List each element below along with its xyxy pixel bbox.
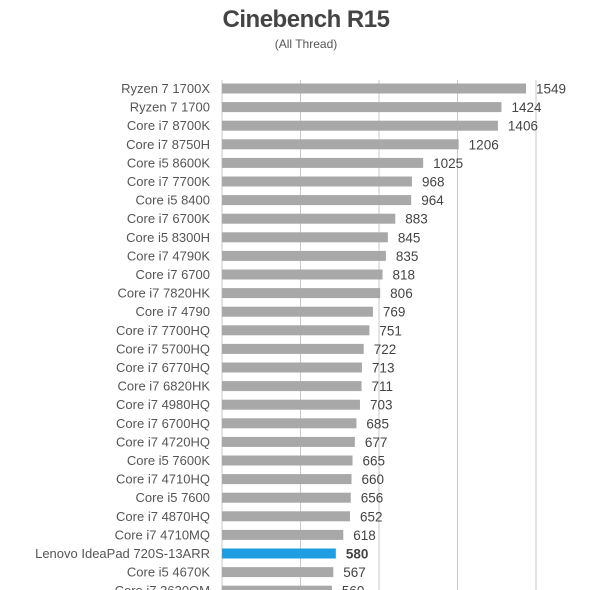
value-label-19: 677: [365, 435, 388, 450]
category-label-9: Core i7 4790K: [127, 248, 210, 263]
value-label-7: 883: [405, 212, 428, 227]
bar-3: [222, 139, 459, 150]
value-label-26: 567: [343, 565, 366, 580]
category-label-15: Core i7 6770HQ: [116, 360, 210, 375]
value-label-1: 1424: [511, 100, 542, 115]
value-label-9: 835: [396, 249, 419, 264]
value-label-4: 1025: [433, 156, 463, 171]
bar-22: [222, 492, 351, 503]
value-label-16: 711: [372, 379, 394, 394]
category-label-14: Core i7 5700HQ: [116, 341, 210, 356]
category-label-23: Core i7 4870HQ: [116, 509, 210, 524]
category-label-4: Core i5 8600K: [127, 155, 210, 170]
value-label-11: 806: [390, 286, 413, 301]
bar-11: [222, 288, 381, 299]
value-label-5: 968: [422, 175, 445, 190]
bar-23: [222, 511, 350, 522]
category-label-24: Core i7 4710MQ: [115, 527, 210, 542]
category-label-0: Ryzen 7 1700X: [121, 81, 210, 96]
bar-6: [222, 195, 412, 206]
value-label-27: 560: [342, 584, 365, 590]
bar-13: [222, 325, 370, 336]
category-label-6: Core i5 8400: [136, 193, 210, 208]
bar-9: [222, 250, 386, 261]
bar-20: [222, 455, 353, 466]
category-label-22: Core i5 7600: [136, 490, 210, 505]
value-label-8: 845: [398, 230, 421, 245]
value-label-24: 618: [353, 528, 376, 543]
value-label-6: 964: [421, 193, 444, 208]
category-label-7: Core i7 6700K: [127, 211, 210, 226]
category-label-21: Core i7 4710HQ: [116, 472, 210, 487]
category-label-11: Core i7 7820HK: [118, 286, 211, 301]
bar-1: [222, 102, 502, 113]
chart-title: Cinebench R15: [222, 6, 390, 33]
chart-subtitle: (All Thread): [274, 37, 338, 51]
value-label-18: 685: [366, 416, 389, 431]
value-label-10: 818: [393, 268, 416, 283]
category-label-8: Core i5 8300H: [126, 230, 210, 245]
bar-10: [222, 269, 383, 280]
bar-14: [222, 343, 364, 354]
bar-25: [222, 548, 336, 559]
value-label-15: 713: [372, 361, 395, 376]
category-label-5: Core i7 7700K: [127, 174, 210, 189]
value-label-22: 656: [361, 491, 384, 506]
bar-7: [222, 213, 396, 224]
bar-4: [222, 157, 424, 168]
bar-26: [222, 567, 334, 578]
bar-27: [222, 585, 332, 590]
value-label-20: 665: [363, 454, 386, 469]
category-label-3: Core i7 8750H: [126, 137, 210, 152]
category-label-20: Core i5 7600K: [127, 453, 210, 468]
category-label-19: Core i7 4720HQ: [116, 434, 210, 449]
bar-21: [222, 474, 352, 485]
value-label-21: 660: [362, 472, 385, 487]
value-label-2: 1406: [508, 119, 538, 134]
category-label-25: Lenovo IdeaPad 720S-13ARR: [35, 546, 210, 561]
bars: [222, 83, 526, 590]
bar-16: [222, 381, 362, 392]
value-label-14: 722: [374, 342, 397, 357]
category-label-2: Core i7 8700K: [127, 118, 210, 133]
category-label-18: Core i7 6700HQ: [116, 416, 210, 431]
value-label-25: 580: [346, 547, 369, 562]
value-label-13: 751: [379, 323, 402, 338]
category-label-17: Core i7 4980HQ: [116, 397, 210, 412]
bar-18: [222, 418, 357, 429]
bar-17: [222, 399, 360, 410]
bar-12: [222, 306, 373, 317]
value-label-0: 1549: [536, 82, 566, 97]
category-label-13: Core i7 7700HQ: [116, 323, 210, 338]
category-label-1: Ryzen 7 1700: [130, 100, 210, 115]
bar-5: [222, 176, 412, 187]
value-label-12: 769: [383, 305, 406, 320]
category-label-12: Core i7 4790: [136, 304, 210, 319]
category-label-26: Core i5 4670K: [127, 565, 210, 580]
category-label-16: Core i7 6820HK: [118, 379, 211, 394]
value-label-3: 1206: [469, 137, 499, 152]
bar-24: [222, 529, 344, 540]
value-label-17: 703: [370, 398, 393, 413]
bar-2: [222, 120, 498, 131]
labels: Ryzen 7 1700X 1549 Ryzen 7 1700 1424 Core i7…: [35, 81, 566, 590]
bar-19: [222, 436, 355, 447]
category-label-10: Core i7 6700: [136, 267, 210, 282]
bar-15: [222, 362, 362, 373]
bar-8: [222, 232, 388, 243]
bar-0: [222, 83, 526, 94]
category-label-27: Core i7 3630QM: [115, 583, 210, 590]
value-label-23: 652: [360, 509, 383, 524]
